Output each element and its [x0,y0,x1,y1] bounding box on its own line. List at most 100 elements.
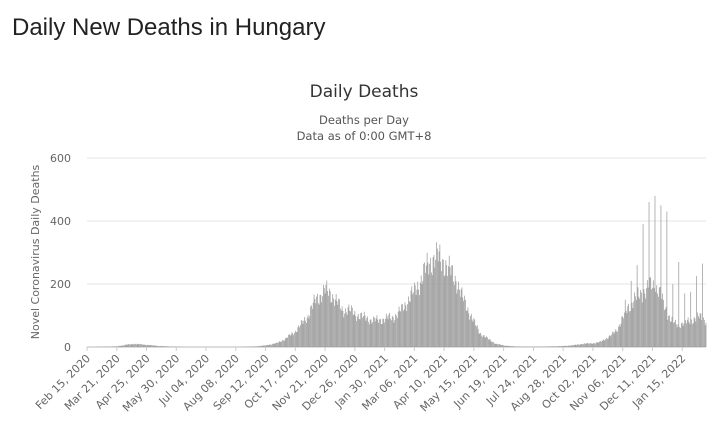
bar [553,346,555,347]
bar [465,310,467,347]
bar [271,344,273,347]
bar [250,346,252,347]
bar [614,331,616,347]
bar [598,342,600,347]
bar [407,304,408,347]
bar [339,299,340,347]
bar [129,344,130,347]
bar [152,345,153,347]
bar [572,345,574,347]
bar [378,322,380,347]
bar [141,343,142,347]
bar [427,262,429,347]
bar [698,318,700,347]
bar [679,327,681,347]
bar [264,345,266,347]
bar [458,281,459,347]
bar [629,311,630,347]
bar [635,299,637,347]
bar [505,345,507,347]
bar [385,318,386,347]
bar [551,346,553,347]
y-axis-label: Novel Coronavirus Daily Deaths [29,164,42,339]
bar [271,344,272,347]
bar [457,289,459,347]
bar [667,319,669,347]
bar [565,345,567,347]
bar [586,343,588,347]
bar [411,286,413,347]
bar [139,344,141,347]
bar [610,336,612,347]
bar [382,318,384,347]
bar [138,344,140,347]
bar [624,312,625,347]
bar [493,342,494,347]
bar [693,317,695,347]
bar [555,346,557,347]
bar [612,331,613,347]
bar [162,346,164,347]
bar [158,346,160,347]
bar [329,290,331,347]
bar [124,344,126,347]
bar [262,345,264,347]
bar [590,343,591,347]
bar [469,319,470,347]
bar [621,316,623,347]
bar [629,310,631,347]
bar [671,316,673,347]
bar [643,289,645,347]
bar [495,343,497,347]
bar [143,344,145,347]
bar [433,255,435,347]
bar [119,345,121,347]
bar [640,289,641,347]
bar [253,346,255,347]
bar [311,308,313,347]
bar [676,327,678,347]
bar [659,286,661,347]
bar [687,317,689,347]
bar [265,345,266,347]
bar [594,343,595,347]
bar [500,345,502,347]
bar [393,322,395,347]
bar [448,255,450,347]
bar [156,345,158,347]
bar [436,242,437,347]
bar [417,281,419,347]
bar [294,330,296,347]
bar [251,346,253,347]
bar [644,293,646,347]
bar [502,345,504,347]
bar [611,334,612,347]
bar [488,339,490,347]
bar [499,344,501,347]
bar [118,346,119,347]
bar [316,296,317,347]
bar [626,313,628,347]
bar [388,314,390,347]
bar [418,289,419,347]
bar [521,346,522,347]
bar [374,317,375,347]
bar [550,346,551,347]
bar [311,305,312,347]
bar [164,346,165,347]
bar [453,285,455,347]
bar [516,346,517,347]
bar [116,346,118,347]
bar [314,298,316,347]
bar [577,344,578,347]
bar [649,277,651,347]
bar [476,326,477,347]
bar [613,333,615,347]
bar [472,321,474,347]
bar [444,275,446,347]
bar [317,293,318,347]
bar [321,302,323,347]
bar [463,301,465,347]
bar [297,327,299,347]
